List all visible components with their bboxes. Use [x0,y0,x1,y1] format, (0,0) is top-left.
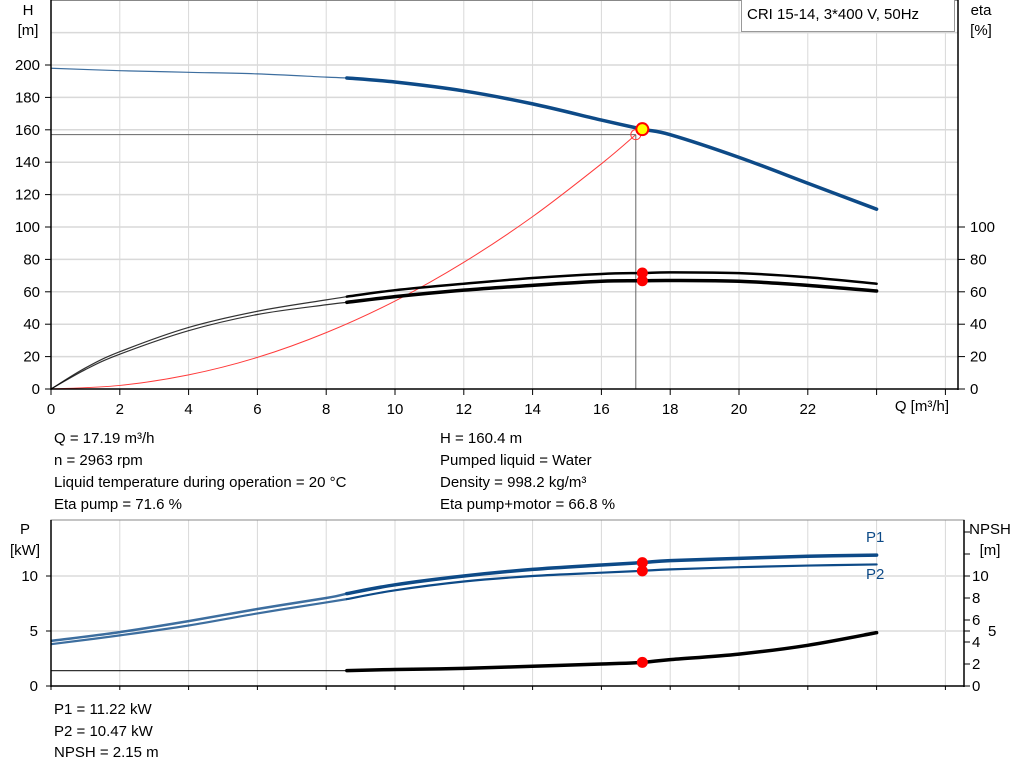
operating-point-marker [636,656,648,668]
p1-curve [345,553,879,596]
info-density: Density = 998.2 kg/m³ [440,474,587,491]
duty-point-marker [635,122,650,137]
x-tick-label: 12 [455,401,472,418]
x-tick-label: 6 [253,401,261,418]
x-tick-label: 16 [593,401,610,418]
y-tick-label-left: 140 [15,154,40,171]
y-tick-label-right: 4 [972,634,980,651]
info-p2: P2 = 10.47 kW [54,722,153,740]
y-tick-label-left: 40 [23,316,40,333]
top-curves [50,67,879,390]
info-temperature: Liquid temperature during operation = 20… [54,474,347,491]
eta-pump-motor-curve [345,278,879,305]
efficiency-marker [636,267,648,279]
operating-point-marker [636,557,648,569]
y-tick-label-right: 0 [972,678,980,695]
y-tick-label-right: 2 [972,656,980,673]
x-tick-label: 2 [116,401,124,418]
y-label-left-top-2: [m] [18,22,39,39]
info-liquid: Pumped liquid = Water [440,452,592,469]
series-label-p1: P1 [866,529,884,546]
eta-pump-curve-thin [50,296,347,390]
head-curve-thin [50,67,347,79]
y-tick-label-right: 100 [970,219,995,236]
x-tick-label: 20 [731,401,748,418]
y-label-right-top-1: eta [971,2,993,19]
y-tick-label-right: 10 [972,568,989,585]
bottom-curves [50,553,879,673]
bottom-plot-frame [50,519,965,687]
info-p1: P1 = 11.22 kW [54,701,152,718]
p2-curve-thin [50,598,348,646]
head-curve [345,76,879,211]
y-tick-label-right: 60 [970,284,987,301]
y-tick-label-right: 8 [972,590,980,607]
efficiency-marker [636,275,648,287]
x-tick-label: 0 [47,401,55,418]
eta-pump-motor-curve-thin [50,301,347,390]
y-label-left-bottom-2: [kW] [10,542,40,559]
y-label-right-bottom-2: [m] [980,542,1001,559]
x-tick-label: 8 [322,401,330,418]
y-tick-label-left: 180 [15,89,40,106]
y-label-right-top-2: [%] [970,22,992,39]
npsh-curve [345,630,879,673]
y-tick-label-right: 0 [970,381,978,398]
legend-box: CRI 15-14, 3*400 V, 50Hz [741,0,955,32]
p1-curve-thin [50,592,348,643]
info-speed: n = 2963 rpm [54,452,143,469]
info-head: H = 160.4 m [440,430,523,447]
y-tick-label-right: 6 [972,612,980,629]
bottom-grid [51,520,964,686]
y-label-right-bottom-1: NPSH [969,521,1011,538]
y-tick-label-left: 10 [21,568,38,585]
y-tick-label-left: 100 [15,219,40,236]
eta-pump-curve [345,271,878,298]
system-curve [50,134,637,390]
y-tick-label-right: 40 [970,316,987,333]
info-eta-pump-motor: Eta pump+motor = 66.8 % [440,496,616,513]
y-label-left-top-1: H [23,2,34,19]
y-tick-label-left: 120 [15,187,40,204]
y-tick-label-left: 5 [30,623,38,640]
axis-labels: H [m] eta [%] Q [m³/h] P [kW] NPSH [m] P… [10,2,1011,583]
y-tick-label-left: 0 [30,678,38,695]
p2-curve [345,563,878,601]
info-top-right: H = 160.4 m Pumped liquid = Water Densit… [440,428,615,516]
y-tick-label-left: 0 [32,381,40,398]
y-tick-label-left: 80 [23,251,40,268]
x-axis-label: Q [m³/h] [895,398,949,415]
y-tick-label-left: 20 [23,349,40,366]
x-tick-label: 10 [387,401,404,418]
info-top-left: Q = 17.19 m³/h n = 2963 rpm Liquid tempe… [54,428,346,516]
operating-point-marker [636,565,648,577]
y-tick-label-left: 60 [23,284,40,301]
y-tick-label-right: 80 [970,251,987,268]
y-tick-label-right: 5 [988,623,996,640]
x-tick-label: 4 [184,401,192,418]
x-tick-label: 22 [799,401,816,418]
y-tick-label-left: 160 [15,122,40,139]
info-npsh: NPSH = 2.15 m [54,744,159,761]
y-tick-label-left: 200 [15,57,40,74]
x-tick-label: 14 [524,401,541,418]
series-label-p2: P2 [866,566,884,583]
info-bottom: P1 = 11.22 kW P2 = 10.47 kW NPSH = 2.15 … [54,699,159,764]
info-eta-pump: Eta pump = 71.6 % [54,496,182,513]
y-tick-label-right: 20 [970,349,987,366]
info-flow: Q = 17.19 m³/h [54,430,155,447]
y-label-left-bottom-1: P [20,521,30,538]
axes: 0 2 4 6 8 10 12 14 16 18 20 22020406080100120140160… [15,0,996,695]
x-tick-label: 18 [662,401,679,418]
